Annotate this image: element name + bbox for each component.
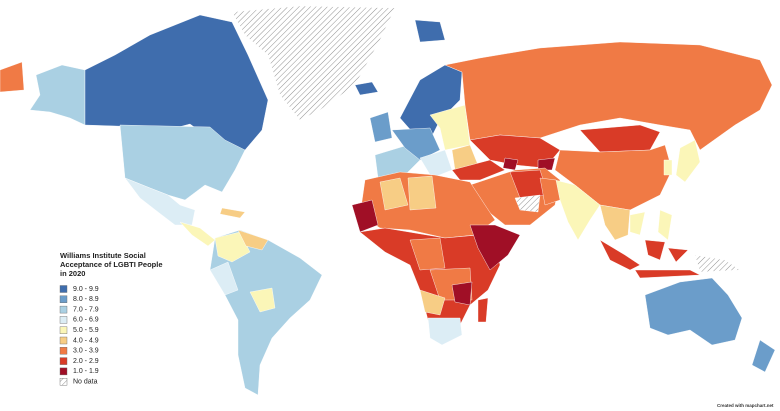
legend-label: 3.0 - 3.9 [73, 348, 99, 355]
legend-label: 6.0 - 6.9 [73, 317, 99, 324]
legend-label: 8.0 - 8.9 [73, 296, 99, 303]
legend: Williams Institute Social Acceptance of L… [59, 251, 163, 386]
legend-title: Williams Institute Social Acceptance of L… [60, 251, 163, 278]
credit: Created with mapchart.net [717, 403, 774, 408]
legend-swatch [59, 357, 68, 365]
legend-label: 7.0 - 7.9 [73, 306, 99, 313]
legend-swatch [59, 326, 68, 334]
legend-label: 2.0 - 2.9 [73, 358, 99, 365]
legend-swatch [59, 336, 68, 345]
legend-label: No data [73, 379, 98, 386]
legend-swatch [59, 367, 68, 376]
legend-swatch [59, 316, 68, 324]
legend-label: 1.0 - 1.9 [73, 368, 99, 375]
legend-swatch [59, 347, 68, 355]
legend-label: 4.0 - 4.9 [73, 337, 99, 344]
legend-swatch [59, 378, 68, 386]
legend-label: 5.0 - 5.9 [73, 327, 99, 334]
countries [0, 5, 776, 396]
legend-swatch [59, 285, 68, 293]
legend-swatch [59, 305, 68, 314]
legend-label: 9.0 - 9.9 [73, 286, 99, 293]
legend-swatch [59, 295, 68, 303]
